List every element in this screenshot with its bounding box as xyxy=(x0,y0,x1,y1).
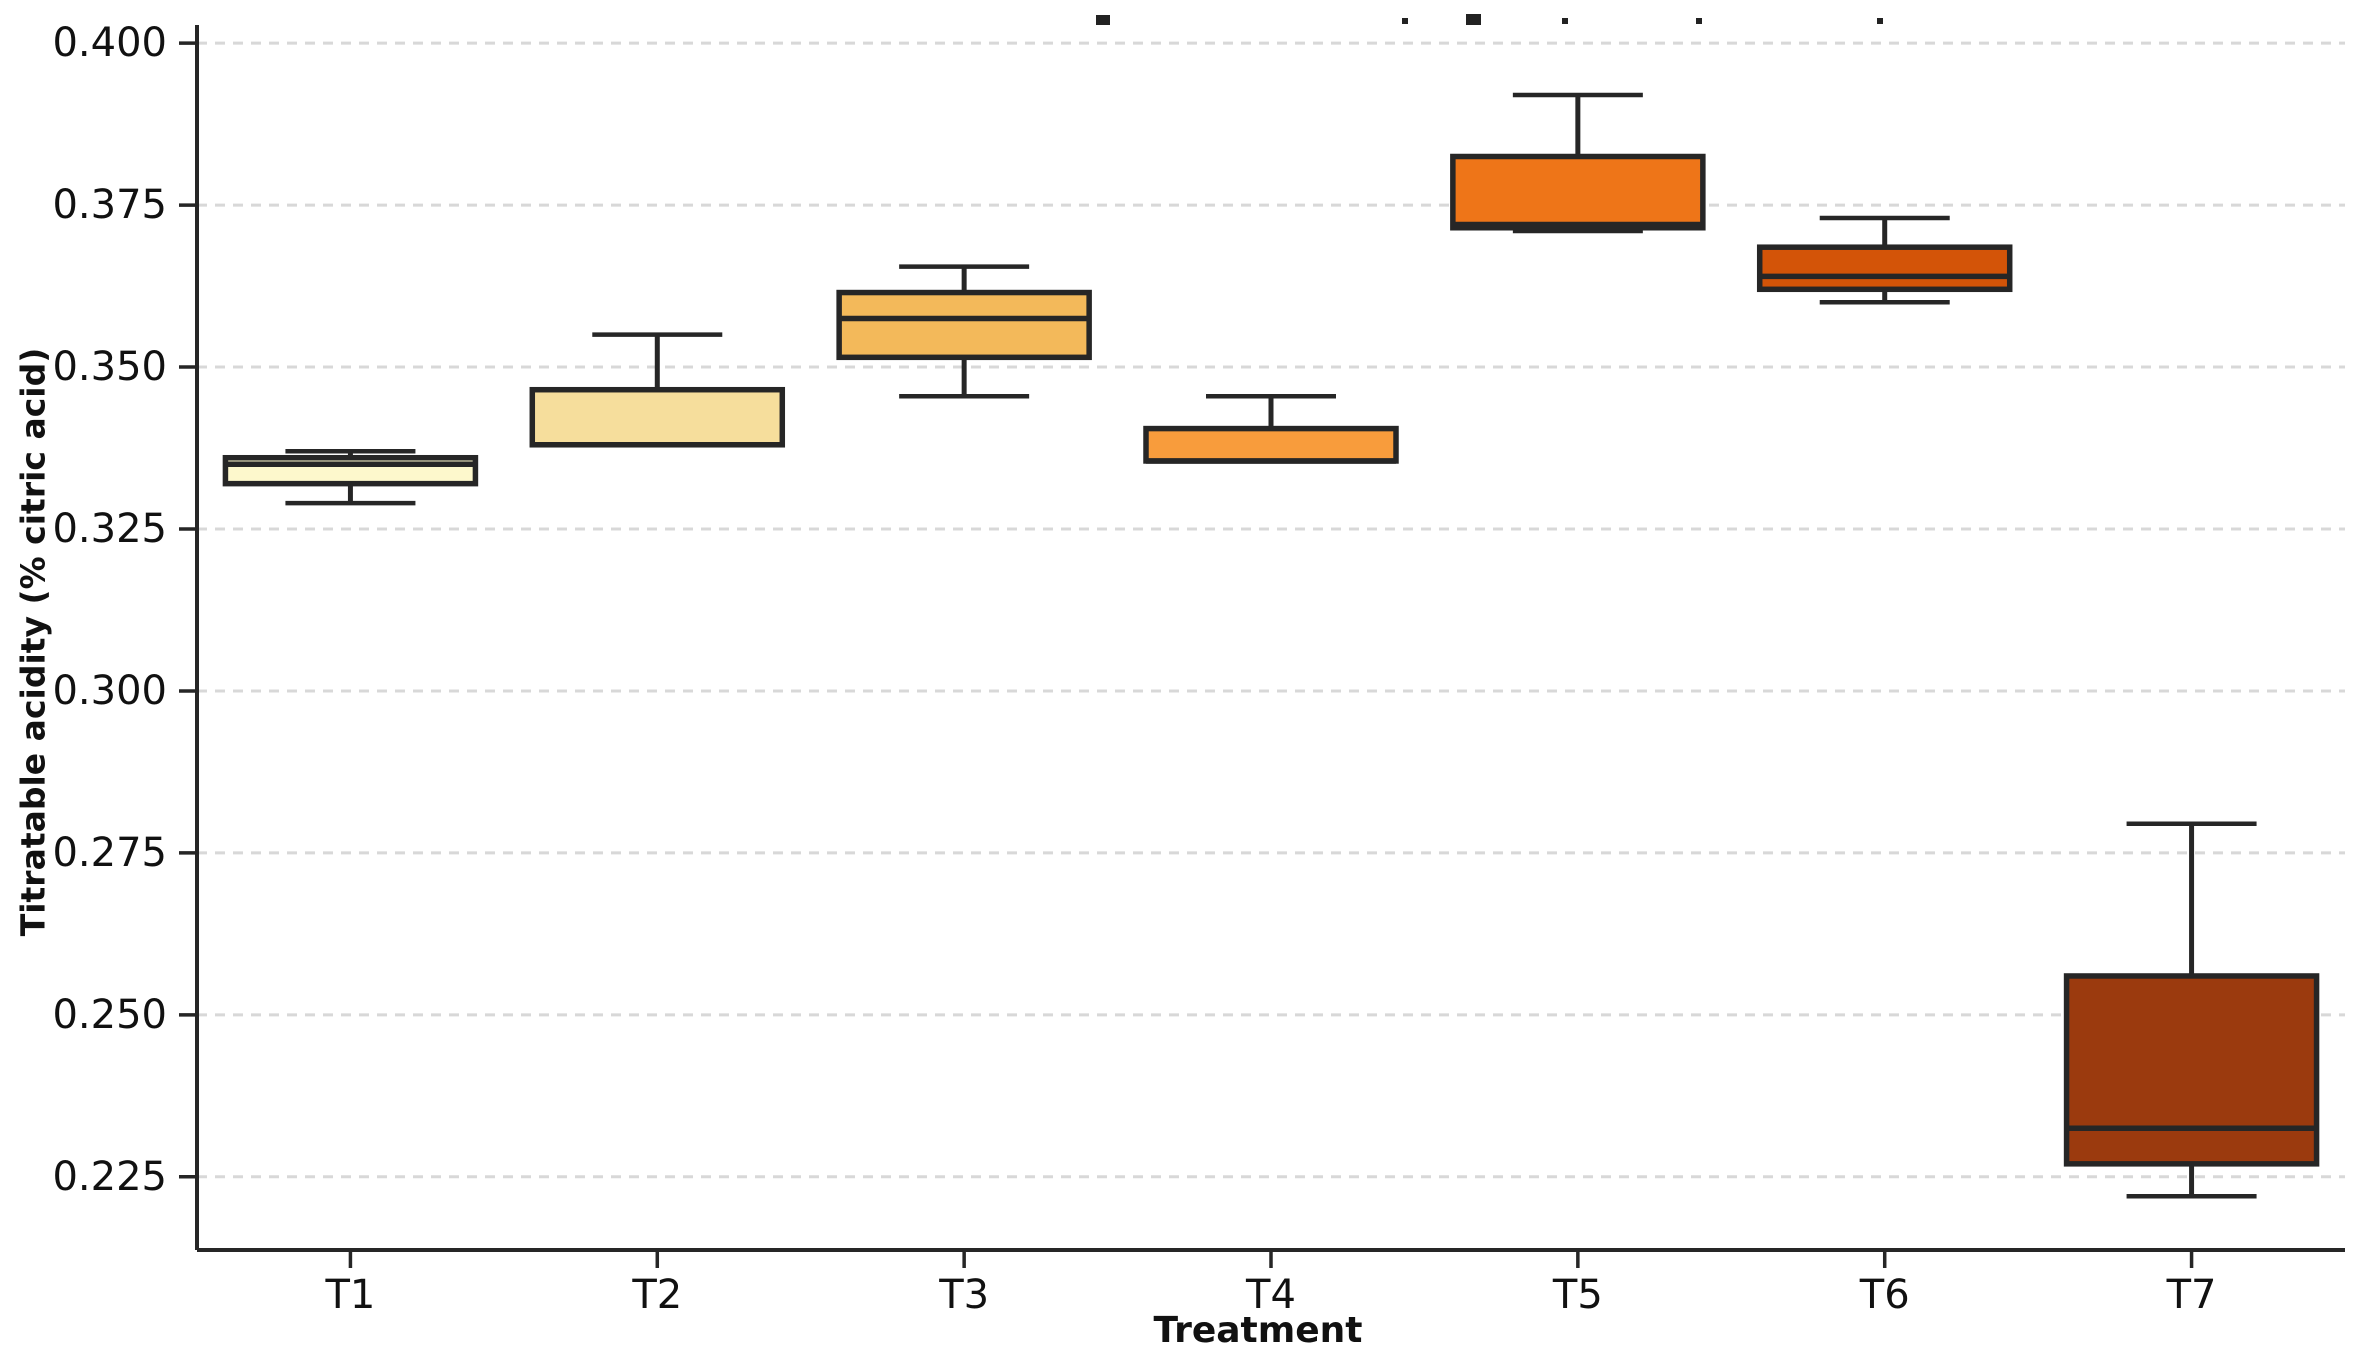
x-tick-label: T3 xyxy=(938,1272,989,1318)
box-T1 xyxy=(222,449,479,506)
y-tick-label: 0.250 xyxy=(52,992,167,1038)
y-tick-label: 0.275 xyxy=(52,830,167,876)
box-T2 xyxy=(529,332,786,448)
x-tick-label: T4 xyxy=(1245,1272,1296,1318)
cropped-title-fragment xyxy=(1096,15,1110,25)
cropped-title-fragment xyxy=(1562,18,1568,24)
y-axis-title: Titratable acidity (% citric acid) xyxy=(13,347,53,937)
box-body xyxy=(529,386,786,448)
box-T5 xyxy=(1450,92,1706,234)
cropped-title-fragment xyxy=(1402,18,1408,24)
cropped-title-fragment xyxy=(1696,18,1702,24)
box-T4 xyxy=(1143,393,1399,464)
y-tick-label: 0.325 xyxy=(52,506,167,552)
cropped-title-fragment xyxy=(1877,18,1883,24)
box-T6 xyxy=(1756,215,2013,305)
y-tick-label: 0.400 xyxy=(52,20,167,66)
x-axis-title: Treatment xyxy=(1153,1310,1363,1351)
y-tick-label: 0.350 xyxy=(52,344,167,390)
y-tick-label: 0.375 xyxy=(52,182,167,228)
box-body xyxy=(836,289,1092,361)
cropped-title-fragment xyxy=(1466,14,1481,25)
x-tick-label: T5 xyxy=(1552,1272,1603,1318)
y-tick-label: 0.225 xyxy=(52,1154,167,1200)
y-tick-label: 0.300 xyxy=(52,668,167,714)
box-body xyxy=(1450,153,1706,231)
x-tick-label: T1 xyxy=(324,1272,375,1318)
x-tick-label: T2 xyxy=(631,1272,682,1318)
box-body xyxy=(1143,425,1399,464)
box-T3 xyxy=(836,264,1092,399)
box-body xyxy=(1756,244,2013,293)
x-tick-label: T6 xyxy=(1859,1272,1910,1318)
box-body xyxy=(2063,973,2320,1167)
x-tick-label: T7 xyxy=(2166,1272,2217,1318)
box-T7 xyxy=(2063,821,2320,1199)
